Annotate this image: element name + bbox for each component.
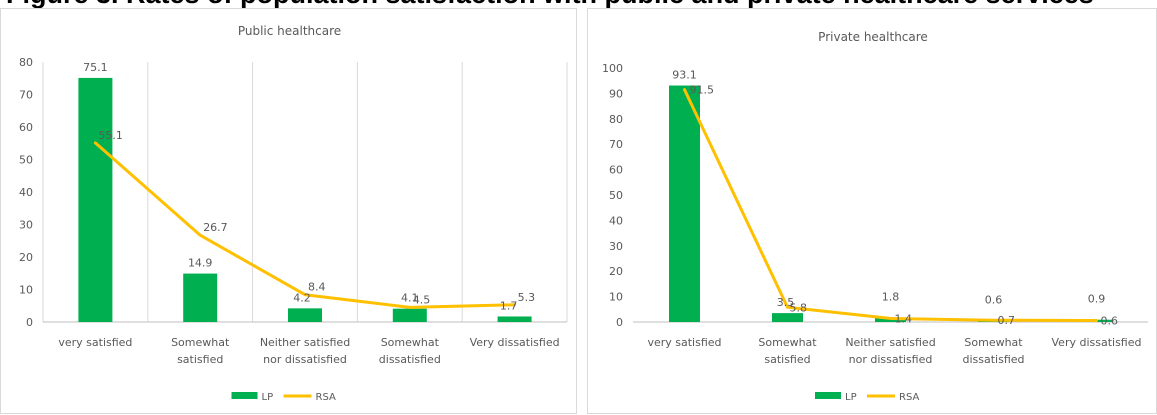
bar-data-label: 1.8 (882, 290, 900, 303)
x-tick-label: very satisfied (647, 336, 721, 349)
legend-label-rsa: RSA (316, 392, 336, 403)
y-tick-label: 70 (19, 89, 33, 102)
bar-lp (288, 308, 322, 322)
y-tick-label: 0 (616, 316, 623, 329)
bar-data-label: 4.1 (401, 292, 419, 305)
bar-lp (497, 316, 532, 322)
y-tick-label: 10 (609, 291, 623, 304)
y-tick-label: 70 (609, 138, 623, 151)
line-data-label: 5.3 (518, 291, 536, 304)
x-tick-label: Very dissatisfied (1052, 336, 1142, 349)
y-tick-label: 60 (609, 164, 623, 177)
bar-data-label: 75.1 (83, 61, 108, 74)
line-data-label: 5.8 (790, 301, 808, 314)
y-tick-label: 40 (19, 186, 33, 199)
x-tick-label: nor dissatisfied (263, 353, 347, 366)
legend-label-lp: LP (262, 392, 274, 403)
y-tick-label: 0 (26, 316, 33, 329)
page-heading-text: Figure 3. Rates of population satisfacti… (6, 0, 1094, 9)
line-series-rsa (683, 88, 1098, 322)
private-healthcare-chart-panel: Private healthcare 0 10 20 30 40 50 60 70 80 90 100… (587, 8, 1157, 414)
line-data-label: 1.4 (895, 312, 913, 325)
private-healthcare-chart: Private healthcare 0 10 20 30 40 50 60 70 80 90 100… (602, 30, 1148, 403)
line-series-rsa (93, 141, 517, 309)
line-data-label: 8.4 (308, 281, 326, 294)
x-tick-label: dissatisfied (962, 353, 1024, 366)
x-tick-label: Somewhat (758, 336, 817, 349)
y-tick-label: 90 (609, 87, 623, 100)
legend-swatch-lp (815, 392, 841, 399)
public-healthcare-chart-panel: Public healthcare 0 10 20 30 40 50 60 70 80 75.1 14… (0, 8, 577, 414)
page-heading: Figure 3. Rates of population satisfacti… (0, 0, 1157, 9)
y-tick-label: 60 (19, 121, 33, 134)
bar-data-label: 1.7 (500, 299, 518, 312)
bar-lp (772, 313, 803, 322)
bar-data-label: 14.9 (188, 257, 213, 270)
x-tick-label: Neither satisfied (260, 336, 350, 349)
y-tick-label: 100 (602, 62, 623, 75)
y-tick-label: 80 (609, 113, 623, 126)
y-tick-label: 30 (609, 240, 623, 253)
legend-label-rsa: RSA (899, 392, 919, 403)
line-data-label: 55.1 (98, 129, 123, 142)
x-tick-label: Somewhat (964, 336, 1023, 349)
y-tick-label: 50 (609, 189, 623, 202)
line-data-label: 91.5 (690, 84, 715, 97)
y-tick-label: 20 (609, 265, 623, 278)
x-tick-label: Somewhat (171, 336, 230, 349)
chart-title: Public healthcare (238, 24, 341, 38)
bar-lp (392, 308, 427, 322)
x-tick-label: Somewhat (381, 336, 440, 349)
y-tick-label: 80 (19, 56, 33, 69)
bar-data-label: 0.9 (1088, 293, 1106, 306)
x-tick-label: dissatisfied (379, 353, 441, 366)
y-tick-label: 40 (609, 214, 623, 227)
line-data-label: 4.5 (413, 293, 431, 306)
bar-lp (183, 273, 218, 322)
x-tick-label: satisfied (764, 353, 810, 366)
chart-title: Private healthcare (818, 30, 928, 44)
bar-lp (78, 77, 113, 322)
x-tick-label: Very dissatisfied (470, 336, 560, 349)
y-tick-label: 10 (19, 284, 33, 297)
bar-data-label: 4.2 (293, 291, 311, 304)
legend-label-lp: LP (845, 392, 857, 403)
y-tick-label: 50 (19, 154, 33, 167)
legend-swatch-lp (231, 392, 258, 399)
y-tick-label: 20 (19, 251, 33, 264)
bar-lp (669, 85, 700, 322)
y-tick-label: 30 (19, 219, 33, 232)
line-data-label: 26.7 (203, 221, 228, 234)
bar-data-label: 0.6 (985, 293, 1003, 306)
public-healthcare-chart: Public healthcare 0 10 20 30 40 50 60 70 80 75.1 14… (19, 24, 568, 403)
x-tick-label: satisfied (177, 353, 223, 366)
x-tick-label: nor dissatisfied (849, 353, 933, 366)
line-data-label: 0.6 (1101, 314, 1119, 327)
x-tick-label: Neither satisfied (845, 336, 935, 349)
line-data-label: 0.7 (998, 314, 1016, 327)
bar-data-label: 93.1 (672, 69, 697, 82)
x-tick-label: very satisfied (58, 336, 132, 349)
bar-data-label: 3.5 (777, 296, 795, 309)
